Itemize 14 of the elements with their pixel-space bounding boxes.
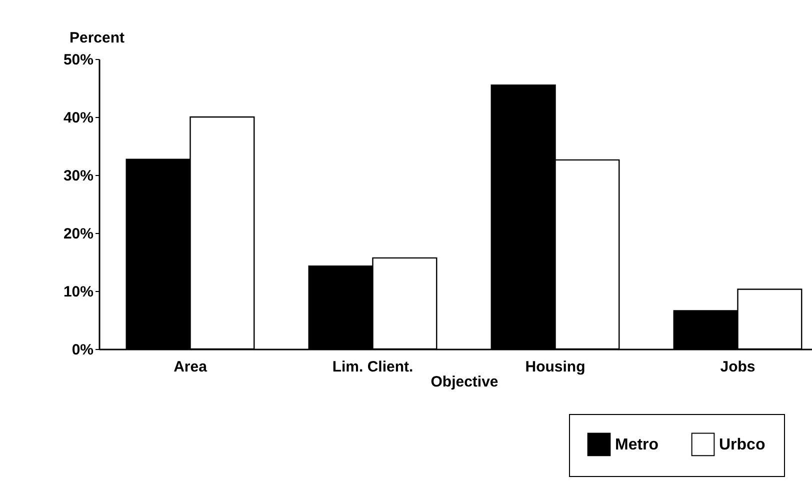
x-tick-label: Lim. Client. (332, 358, 414, 376)
y-tick-label: 20% (63, 226, 94, 242)
y-tick-label: 50% (63, 52, 94, 68)
legend-label: Urbco (719, 436, 766, 454)
x-tick-label: Housing (525, 358, 586, 376)
y-tick-label: 30% (63, 168, 94, 184)
x-axis-title: Objective (430, 374, 498, 390)
x-tick-label: Area (174, 358, 208, 376)
y-tick-label: 40% (63, 110, 94, 126)
y-tick-label: 0% (72, 342, 94, 358)
y-axis-title: Percent (70, 30, 125, 46)
x-tick-label: Jobs (720, 358, 756, 376)
legend-label: Metro (615, 436, 659, 454)
y-tick-label: 10% (63, 284, 94, 300)
